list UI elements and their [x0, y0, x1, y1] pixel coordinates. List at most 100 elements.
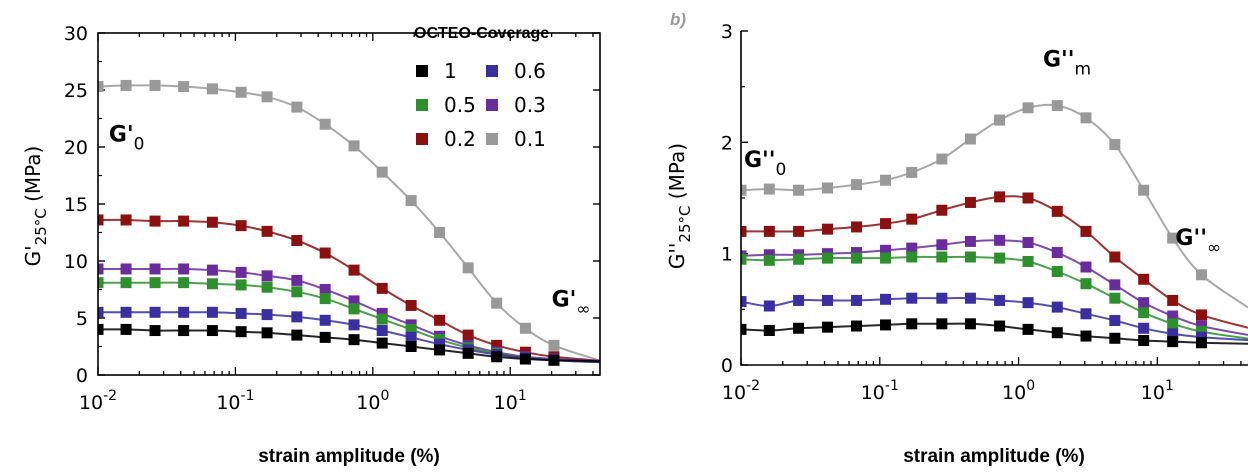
data-point-0.1: [149, 79, 161, 91]
data-point-0.2: [1080, 225, 1092, 237]
data-point-0.1: [1109, 139, 1121, 151]
data-point-0.3: [291, 274, 303, 286]
data-point-0.1: [1167, 232, 1179, 244]
data-point-0.6: [206, 306, 218, 318]
data-point-0.6: [741, 296, 747, 308]
data-point-0.1: [261, 91, 273, 103]
y-tick-labels: 0 1 2 3: [721, 21, 733, 377]
data-point-0.6: [178, 306, 190, 318]
panel-label: b): [670, 10, 686, 29]
data-point-0.3: [1022, 237, 1034, 249]
y-tick-label: 0: [721, 355, 733, 377]
x-tick-label: 10-2: [722, 378, 760, 404]
legend-marker-0.1: [486, 133, 498, 145]
data-point-0.5: [1138, 307, 1150, 319]
data-point-0.1: [1138, 184, 1150, 196]
data-point-1: [1167, 336, 1179, 348]
data-point-1: [548, 354, 560, 366]
data-point-1: [319, 331, 331, 343]
data-point-0.5: [994, 252, 1006, 264]
data-point-0.5: [291, 286, 303, 298]
legend-marker-0.6: [486, 65, 498, 77]
data-point-0.6: [1109, 314, 1121, 326]
data-point-0.5: [120, 277, 132, 289]
y-tick-label: 30: [64, 23, 88, 45]
data-point-0.2: [994, 191, 1006, 203]
data-point-1: [936, 318, 948, 330]
legend-label: 0.2: [444, 127, 476, 151]
data-point-0.5: [98, 277, 104, 289]
data-point-0.2: [235, 220, 247, 232]
data-point-1: [462, 347, 474, 359]
data-point-0.5: [235, 279, 247, 291]
data-point-0.3: [261, 270, 273, 282]
data-point-0.2: [821, 223, 833, 235]
y-tick-label: 5: [76, 308, 88, 330]
data-point-1: [291, 329, 303, 341]
y-tick-label: 25: [64, 80, 88, 102]
x-tick-labels: 10-2 10-1 100 101: [79, 388, 527, 414]
data-points: [98, 79, 560, 366]
data-point-0.1: [851, 179, 863, 191]
annotation: G'∞: [552, 288, 591, 320]
data-point-1: [880, 319, 892, 331]
data-point-0.3: [376, 307, 388, 319]
data-point-0.2: [405, 299, 417, 311]
data-point-0.2: [1195, 309, 1207, 321]
data-point-0.6: [763, 300, 775, 312]
data-point-0.5: [149, 277, 161, 289]
data-point-1: [994, 320, 1006, 332]
data-point-0.2: [319, 247, 331, 259]
data-point-0.5: [1167, 318, 1179, 330]
data-point-0.3: [348, 295, 360, 307]
data-point-1: [1080, 330, 1092, 342]
data-point-0.3: [1109, 279, 1121, 291]
data-point-1: [1051, 327, 1063, 339]
data-point-1: [741, 323, 747, 335]
y-axis-title: G'25°C (MPa): [21, 146, 50, 267]
y-tick-labels: 0 5 10 15 20 25 30: [64, 23, 88, 387]
data-point-0.2: [763, 225, 775, 237]
data-point-0.1: [906, 166, 918, 178]
data-point-1: [98, 323, 104, 335]
legend-marker-0.3: [486, 99, 498, 111]
data-point-1: [763, 324, 775, 336]
data-point-0.1: [994, 114, 1006, 126]
data-point-0.1: [936, 153, 948, 165]
data-point-0.6: [994, 294, 1006, 306]
data-point-1: [1138, 335, 1150, 347]
data-point-1: [235, 326, 247, 338]
annotations: G'0 G'∞: [109, 122, 591, 319]
data-point-0.5: [906, 251, 918, 263]
plot-frame: [97, 32, 601, 376]
data-point-1: [821, 321, 833, 333]
data-point-1: [178, 325, 190, 337]
y-tick-label: 3: [721, 21, 733, 43]
data-point-1: [906, 318, 918, 330]
data-point-0.1: [548, 339, 560, 351]
data-point-0.1: [964, 133, 976, 145]
fit-curve-0.1: [741, 103, 1248, 309]
data-point-0.2: [1138, 273, 1150, 285]
data-point-0.1: [348, 140, 360, 152]
data-point-0.2: [434, 314, 446, 326]
data-point-0.3: [1138, 297, 1150, 309]
data-point-0.1: [1022, 102, 1034, 114]
data-point-0.1: [821, 182, 833, 194]
data-point-0.1: [434, 227, 446, 238]
y-tick-label: 20: [64, 137, 88, 159]
data-point-0.1: [291, 101, 303, 113]
x-tick-labels: 10-2 10-1 100 101: [722, 378, 1174, 404]
data-point-0.6: [906, 292, 918, 304]
data-point-0.1: [319, 118, 331, 130]
data-point-0.6: [319, 314, 331, 326]
data-point-0.5: [1051, 265, 1063, 277]
data-point-0.3: [1051, 247, 1063, 259]
data-point-0.1: [405, 195, 417, 207]
data-point-0.6: [1167, 328, 1179, 340]
data-point-0.5: [1195, 326, 1207, 338]
data-point-0.5: [851, 252, 863, 264]
data-point-0.3: [98, 263, 104, 275]
data-point-0.6: [880, 293, 892, 305]
